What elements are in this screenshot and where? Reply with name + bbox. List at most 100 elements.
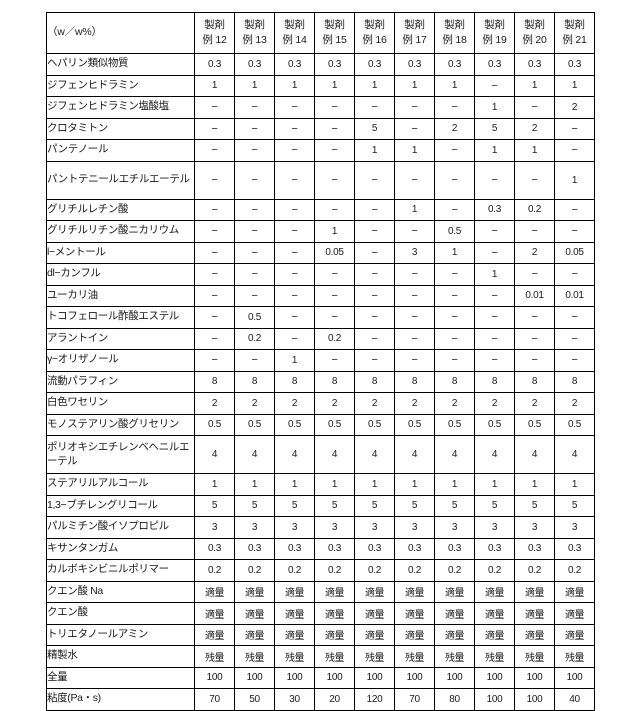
table-row: ヘパリン類似物質0.30.30.30.30.30.30.30.30.30.3	[47, 54, 595, 76]
value-cell: 0.3	[435, 54, 475, 76]
value-cell: 1	[355, 75, 395, 97]
value-cell: −	[315, 199, 355, 221]
value-cell: −	[395, 161, 435, 199]
value-cell: −	[275, 118, 315, 140]
value-cell: 0.5	[355, 414, 395, 436]
value-cell: 2	[195, 393, 235, 415]
value-cell: −	[435, 285, 475, 307]
formulation-table: （w／w%） 製剤例 12製剤例 13製剤例 14製剤例 15製剤例 16製剤例…	[46, 12, 595, 711]
value-cell: −	[195, 264, 235, 286]
value-cell: 1	[235, 474, 275, 496]
value-cell: 適量	[555, 624, 595, 646]
value-cell: 適量	[195, 624, 235, 646]
table-row: アラントイン−0.2−0.2−−−−−−	[47, 328, 595, 350]
table-row: パンテノール−−−−11−11−	[47, 140, 595, 162]
value-cell: 5	[355, 118, 395, 140]
value-cell: −	[275, 307, 315, 329]
table-row: クエン酸適量適量適量適量適量適量適量適量適量適量	[47, 603, 595, 625]
value-cell: 適量	[315, 624, 355, 646]
column-header-3: 製剤例 14	[275, 13, 315, 54]
value-cell: 1	[475, 474, 515, 496]
value-cell: 適量	[235, 624, 275, 646]
column-header-line1: 製剤	[435, 18, 474, 33]
ingredient-name-cell: モノステアリン酸グリセリン	[47, 414, 195, 436]
value-cell: −	[355, 97, 395, 119]
value-cell: −	[355, 307, 395, 329]
value-cell: 適量	[555, 581, 595, 603]
value-cell: 0.2	[395, 560, 435, 582]
value-cell: 5	[235, 495, 275, 517]
value-cell: 0.05	[315, 242, 355, 264]
value-cell: −	[515, 161, 555, 199]
value-cell: 0.5	[235, 307, 275, 329]
ingredient-name-cell: ヘパリン類似物質	[47, 54, 195, 76]
value-cell: 1	[355, 474, 395, 496]
table-row: 白色ワセリン2222222222	[47, 393, 595, 415]
value-cell: 1	[395, 199, 435, 221]
value-cell: 適量	[475, 624, 515, 646]
value-cell: 適量	[355, 624, 395, 646]
value-cell: −	[435, 140, 475, 162]
ingredient-name-cell: カルボキシビニルポリマー	[47, 560, 195, 582]
value-cell: 0.3	[355, 54, 395, 76]
value-cell: 適量	[515, 624, 555, 646]
value-cell: −	[235, 350, 275, 372]
value-cell: 2	[275, 393, 315, 415]
value-cell: −	[555, 140, 595, 162]
value-cell: −	[355, 161, 395, 199]
value-cell: 0.5	[435, 221, 475, 243]
column-header-line2: 例 18	[435, 33, 474, 48]
value-cell: 適量	[275, 624, 315, 646]
value-cell: 1	[475, 264, 515, 286]
value-cell: −	[235, 97, 275, 119]
value-cell: −	[435, 350, 475, 372]
value-cell: 8	[515, 371, 555, 393]
value-cell: −	[195, 307, 235, 329]
value-cell: 0.3	[315, 538, 355, 560]
value-cell: −	[195, 285, 235, 307]
value-cell: 2	[515, 242, 555, 264]
value-cell: 5	[555, 495, 595, 517]
value-cell: −	[195, 140, 235, 162]
ingredient-name-cell: トコフェロール酢酸エステル	[47, 307, 195, 329]
value-cell: 0.3	[475, 538, 515, 560]
column-header-line2: 例 14	[275, 33, 314, 48]
value-cell: −	[195, 350, 235, 372]
table-row: 全量100100100100100100100100100100	[47, 667, 595, 689]
value-cell: −	[395, 118, 435, 140]
value-cell: 0.2	[475, 560, 515, 582]
value-cell: 0.3	[315, 54, 355, 76]
value-cell: 8	[235, 371, 275, 393]
table-header: （w／w%） 製剤例 12製剤例 13製剤例 14製剤例 15製剤例 16製剤例…	[47, 13, 595, 54]
value-cell: 1	[555, 474, 595, 496]
value-cell: −	[195, 161, 235, 199]
value-cell: 4	[555, 436, 595, 474]
column-header-9: 製剤例 20	[515, 13, 555, 54]
value-cell: 3	[395, 517, 435, 539]
value-cell: 1	[395, 75, 435, 97]
value-cell: 8	[555, 371, 595, 393]
value-cell: 0.3	[555, 54, 595, 76]
value-cell: 100	[315, 667, 355, 689]
value-cell: 適量	[435, 603, 475, 625]
value-cell: 残量	[475, 646, 515, 668]
value-cell: 0.5	[435, 414, 475, 436]
ingredient-name-cell: グリチルレチン酸	[47, 199, 195, 221]
value-cell: 適量	[395, 603, 435, 625]
column-header-line1: 製剤	[195, 18, 234, 33]
value-cell: 2	[355, 393, 395, 415]
value-cell: 適量	[315, 581, 355, 603]
table-row: パルミチン酸イソプロピル3333333333	[47, 517, 595, 539]
value-cell: 0.3	[275, 54, 315, 76]
value-cell: −	[355, 264, 395, 286]
value-cell: 残量	[515, 646, 555, 668]
value-cell: 適量	[275, 581, 315, 603]
value-cell: −	[475, 242, 515, 264]
ingredient-name-cell: アラントイン	[47, 328, 195, 350]
ingredient-name-cell: l−メントール	[47, 242, 195, 264]
column-header-10: 製剤例 21	[555, 13, 595, 54]
value-cell: 3	[195, 517, 235, 539]
value-cell: −	[475, 161, 515, 199]
value-cell: 4	[515, 436, 555, 474]
page-root: （w／w%） 製剤例 12製剤例 13製剤例 14製剤例 15製剤例 16製剤例…	[0, 0, 640, 640]
